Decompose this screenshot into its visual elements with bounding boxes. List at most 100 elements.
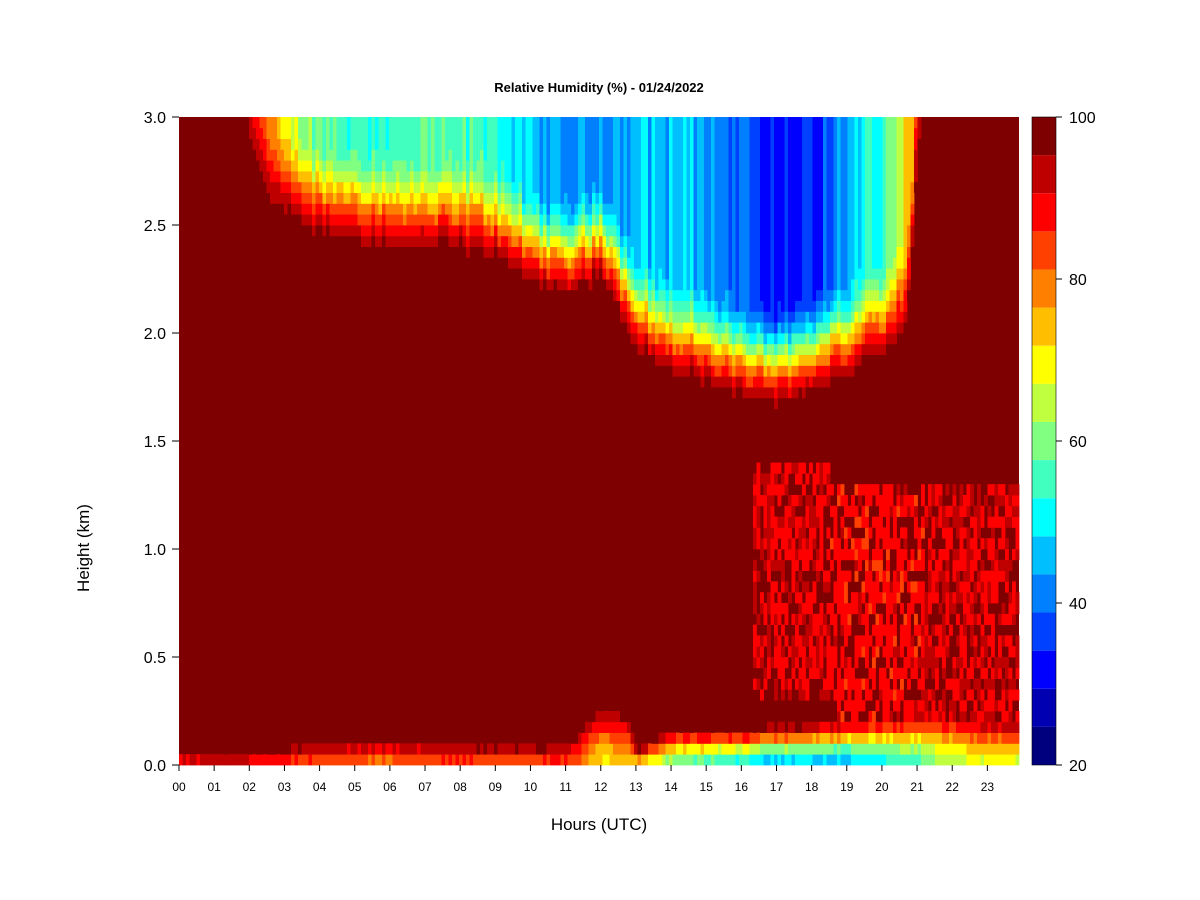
heatmap-cell xyxy=(287,117,292,129)
heatmap-cell xyxy=(861,235,866,247)
heatmap-cell xyxy=(837,538,841,550)
heatmap-cell xyxy=(826,354,831,366)
heatmap-cell xyxy=(644,322,649,334)
heatmap-cell xyxy=(868,592,873,604)
heatmap-cell xyxy=(508,754,512,766)
heatmap-cell xyxy=(742,257,747,269)
heatmap-cell xyxy=(336,225,341,237)
heatmap-cell xyxy=(634,754,638,766)
heatmap-cell xyxy=(686,214,691,226)
heatmap-cell xyxy=(672,365,677,377)
heatmap-cell xyxy=(858,365,862,377)
heatmap-cell xyxy=(718,192,722,204)
heatmap-cell xyxy=(781,235,785,247)
heatmap-cell xyxy=(539,127,544,139)
heatmap-cell xyxy=(270,754,274,766)
heatmap-cell xyxy=(973,743,978,755)
heatmap-cell xyxy=(284,743,288,755)
heatmap-cell xyxy=(952,505,957,517)
heatmap-cell xyxy=(648,279,652,291)
heatmap-cell xyxy=(770,311,775,323)
heatmap-cell xyxy=(490,235,495,247)
heatmap-cell xyxy=(812,311,817,323)
heatmap-cell xyxy=(662,127,666,139)
heatmap-cell xyxy=(847,268,852,280)
heatmap-cell xyxy=(774,613,778,625)
heatmap-cell xyxy=(823,613,827,625)
heatmap-cell xyxy=(802,462,806,474)
heatmap-cell xyxy=(326,117,330,129)
heatmap-cell xyxy=(581,246,586,258)
heatmap-cell xyxy=(396,203,400,215)
heatmap-cell xyxy=(592,225,596,237)
heatmap-cell xyxy=(739,214,743,226)
heatmap-cell xyxy=(833,527,838,539)
heatmap-cell xyxy=(879,343,883,355)
heatmap-cell xyxy=(760,300,764,312)
heatmap-cell xyxy=(875,117,880,129)
heatmap-cell xyxy=(791,570,796,582)
heatmap-cell xyxy=(529,754,533,766)
heatmap-cell xyxy=(340,192,344,204)
heatmap-cell xyxy=(907,559,911,571)
heatmap-cell xyxy=(543,117,547,129)
heatmap-cell xyxy=(896,646,901,658)
heatmap-cell xyxy=(728,214,733,226)
heatmap-cell xyxy=(977,505,981,517)
heatmap-cell xyxy=(592,268,596,280)
heatmap-cell xyxy=(399,225,404,237)
heatmap-cell xyxy=(539,149,544,161)
heatmap-cell xyxy=(802,181,806,193)
heatmap-cell xyxy=(697,376,701,388)
heatmap-cell xyxy=(896,322,901,334)
heatmap-cell xyxy=(494,214,498,226)
heatmap-cell xyxy=(980,592,985,604)
heatmap-cell xyxy=(571,289,575,301)
heatmap-cell xyxy=(350,160,355,172)
heatmap-cell xyxy=(823,117,827,129)
heatmap-cell xyxy=(676,149,680,161)
heatmap-cell xyxy=(469,754,474,766)
heatmap-cell xyxy=(900,171,904,183)
heatmap-cell xyxy=(613,214,617,226)
heatmap-cell xyxy=(606,711,610,723)
heatmap-cell xyxy=(501,257,505,269)
heatmap-cell xyxy=(466,225,470,237)
heatmap-cell xyxy=(770,289,775,301)
heatmap-cell xyxy=(945,527,950,539)
heatmap-cell xyxy=(539,171,544,183)
heatmap-cell xyxy=(417,235,421,247)
heatmap-cell xyxy=(875,214,880,226)
heatmap-cell xyxy=(609,754,614,766)
heatmap-cell xyxy=(900,192,904,204)
heatmap-cell xyxy=(697,127,701,139)
heatmap-cell xyxy=(875,149,880,161)
heatmap-cell xyxy=(798,527,803,539)
heatmap-cell xyxy=(550,149,554,161)
heatmap-cell xyxy=(774,117,778,129)
heatmap-cell xyxy=(718,300,722,312)
heatmap-cell xyxy=(350,192,355,204)
heatmap-cell xyxy=(802,387,806,399)
heatmap-cell xyxy=(564,192,568,204)
heatmap-cell xyxy=(256,138,260,150)
heatmap-cell xyxy=(291,214,295,226)
heatmap-cell xyxy=(980,657,985,669)
heatmap-cell xyxy=(368,203,372,215)
heatmap-cell xyxy=(714,333,719,345)
heatmap-cell xyxy=(774,678,778,690)
heatmap-cell xyxy=(445,149,449,161)
heatmap-cell xyxy=(879,689,883,701)
heatmap-cell xyxy=(424,160,428,172)
heatmap-cell xyxy=(441,117,446,129)
heatmap-cell xyxy=(728,192,733,204)
heatmap-cell xyxy=(606,225,610,237)
heatmap-cell xyxy=(812,538,817,550)
heatmap-cell xyxy=(903,246,908,258)
heatmap-cell xyxy=(760,646,764,658)
heatmap-cell xyxy=(319,181,323,193)
heatmap-cell xyxy=(441,138,446,150)
heatmap-cell xyxy=(567,246,572,258)
heatmap-cell xyxy=(882,117,887,129)
heatmap-cell xyxy=(872,754,876,766)
